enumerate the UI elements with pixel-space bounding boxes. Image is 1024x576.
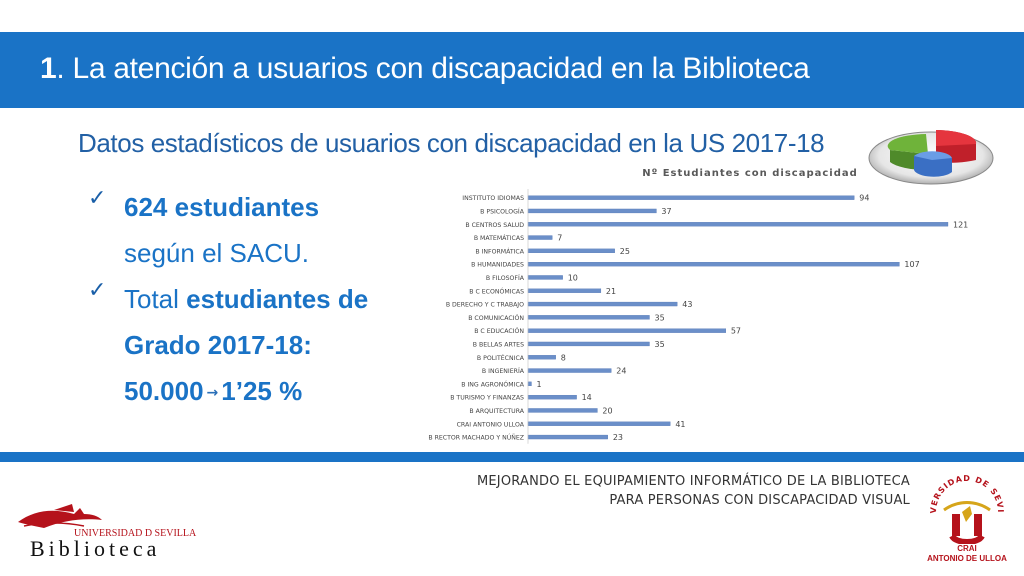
- bar: [527, 288, 602, 293]
- bullet-text: 50.000 → 1’25 %: [124, 368, 428, 416]
- bar: [527, 355, 556, 360]
- bar: [527, 262, 900, 267]
- data-label: 35: [654, 340, 664, 349]
- data-label: 7: [557, 234, 562, 243]
- slide-title: 1. La atención a usuarios con discapacid…: [40, 52, 810, 86]
- category-label: B ING AGRONÓMICA: [461, 379, 524, 388]
- slide-title-text: . La atención a usuarios con discapacida…: [56, 52, 810, 85]
- bullet-item: ✓ Total estudiantes de Grado 2017-18: 50…: [88, 276, 428, 416]
- bar: [527, 434, 608, 440]
- category-label: B TURISMO Y FINANZAS: [450, 395, 524, 402]
- data-label: 24: [616, 367, 626, 376]
- category-label: B C ECONÓMICAS: [469, 286, 524, 295]
- bar: [527, 235, 553, 240]
- crai-name: CRAI ANTONIO DE ULLOA: [922, 544, 1012, 564]
- bar-chart: Nº Estudiantes con discapacidad INSTITUT…: [428, 168, 968, 444]
- title-bar: 1. La atención a usuarios con discapacid…: [0, 32, 1024, 108]
- bar: [527, 328, 727, 333]
- bullet-text-bold: estudiantes de: [186, 284, 369, 314]
- footer-text: MEJORANDO EL EQUIPAMIENTO INFORMÁTICO DE…: [477, 472, 910, 510]
- university-seal-icon: UNIVERSIDAD DE SEVILLA: [922, 470, 1005, 544]
- bar: [527, 368, 612, 373]
- category-label: B C EDUCACIÓN: [474, 326, 524, 335]
- checkmark-icon: ✓: [88, 278, 107, 303]
- category-label: B DERECHO Y C TRABAJO: [446, 302, 524, 309]
- data-label: 107: [904, 260, 919, 269]
- footer-line: MEJORANDO EL EQUIPAMIENTO INFORMÁTICO DE…: [476, 474, 910, 489]
- data-label: 25: [620, 247, 630, 256]
- bar: [527, 315, 650, 320]
- data-label: 10: [568, 273, 578, 282]
- data-label: 121: [953, 220, 968, 229]
- bullet-text: según el SACU.: [124, 238, 309, 268]
- percentage-value: 1’25 %: [221, 376, 303, 406]
- bullet-text: Grado 2017-18:: [124, 330, 312, 360]
- category-label: B INGENIERÍA: [482, 366, 525, 375]
- bar: [527, 408, 598, 413]
- bottom-bar: [0, 452, 1024, 462]
- category-label: B PSICOLOGÍA: [480, 206, 525, 215]
- data-label: 37: [661, 207, 671, 216]
- data-label: 57: [731, 327, 741, 336]
- category-label: B FILOSOFÍA: [486, 273, 525, 282]
- total-value: 50.000: [124, 376, 204, 406]
- category-label: CRAI ANTONIO ULLOA: [457, 421, 525, 428]
- arrow-icon: →: [206, 385, 219, 402]
- data-label: 94: [859, 194, 869, 203]
- data-label: 1: [536, 380, 541, 389]
- bar: [527, 301, 678, 307]
- category-label: B HUMANIDADES: [471, 262, 524, 269]
- category-label: B POLITÉCNICA: [477, 353, 525, 362]
- bullet-text: 624 estudiantes: [124, 192, 320, 222]
- bullet-text: Total estudiantes de: [124, 276, 428, 322]
- bar: [527, 394, 577, 400]
- data-label: 41: [675, 420, 685, 429]
- crai-logo: UNIVERSIDAD DE SEVILLA CRAI ANTONIO DE U…: [922, 470, 1012, 574]
- library-name: Biblioteca: [30, 536, 161, 561]
- category-label: B MATEMÁTICAS: [474, 233, 524, 242]
- data-label: 23: [613, 433, 623, 442]
- bullet-item: ✓ 624 estudiantes según el SACU.: [88, 184, 428, 276]
- data-label: 8: [561, 353, 566, 362]
- slide-subtitle: Datos estadísticos de usuarios con disca…: [78, 128, 825, 158]
- bar: [527, 275, 563, 280]
- data-label: 35: [654, 313, 664, 322]
- crai-line: CRAI: [957, 544, 977, 553]
- pie-chart-icon: [868, 130, 994, 185]
- crai-line: ANTONIO DE ULLOA: [927, 554, 1007, 563]
- data-label: 20: [602, 406, 612, 415]
- bullet-list: ✓ 624 estudiantes según el SACU. ✓ Total…: [88, 184, 428, 416]
- category-label: B CENTROS SALUD: [465, 222, 524, 229]
- category-label: INSTITUTO IDIOMAS: [462, 195, 524, 202]
- giralda-emblem-icon: [18, 504, 102, 528]
- bar: [527, 195, 855, 200]
- category-label: B ARQUITECTURA: [469, 408, 524, 415]
- biblioteca-logo: UNIVERSIDAD D SEVILLA Biblioteca: [14, 500, 214, 570]
- data-label: 14: [582, 393, 592, 402]
- slide-number: 1: [40, 52, 57, 85]
- chart-title: Nº Estudiantes con discapacidad: [642, 168, 858, 179]
- category-label: B COMUNICACIÓN: [468, 313, 524, 322]
- university-name: UNIVERSIDAD D SEVILLA: [74, 528, 197, 539]
- bar: [527, 222, 949, 227]
- data-label: 43: [682, 300, 692, 309]
- svg-text:UNIVERSIDAD DE SEVILLA: UNIVERSIDAD DE SEVILLA: [922, 470, 1005, 514]
- category-label: B INFORMÁTICA: [475, 246, 524, 255]
- category-label: B RECTOR MACHADO Y NÚÑEZ: [428, 433, 524, 442]
- category-label: B BELLAS ARTES: [473, 341, 524, 348]
- bar: [527, 248, 615, 253]
- bar: [527, 208, 657, 214]
- bullet-text-part: Total: [124, 284, 187, 314]
- checkmark-icon: ✓: [88, 186, 107, 211]
- bar: [527, 341, 650, 347]
- bar: [527, 421, 671, 426]
- data-label: 21: [606, 287, 616, 296]
- bar: [527, 381, 532, 387]
- footer-line: PARA PERSONAS CON DISCAPACIDAD VISUAL: [609, 493, 910, 508]
